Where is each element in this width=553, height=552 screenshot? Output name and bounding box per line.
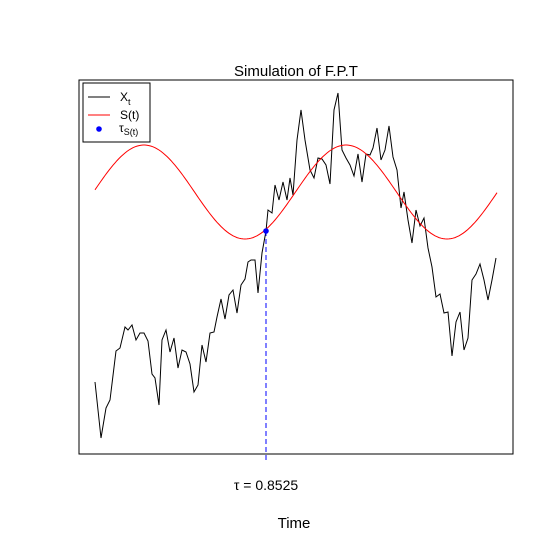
legend-label-st: S(t) [120, 108, 139, 122]
legend-box [82, 82, 151, 143]
tau-label: τ = 0.8525 [234, 477, 299, 493]
legend-label-tau-sub: S(t) [124, 127, 139, 137]
x-axis-label: Time [278, 515, 311, 532]
tau-point [263, 228, 269, 234]
legend-swatch-tau [96, 126, 102, 132]
legend-label-xt-sub: t [128, 97, 131, 107]
legend-label-tau: τS(t) [119, 121, 138, 137]
legend-label-tau-main: τ [119, 121, 124, 135]
legend: Xt S(t) τS(t) [82, 82, 151, 143]
legend-label-st-main: S(t) [120, 108, 139, 122]
legend-label-xt: Xt [120, 90, 131, 107]
legend-label-xt-main: X [120, 90, 128, 104]
chart-title: Simulation of F.P.T [234, 63, 358, 80]
plot-frame [78, 79, 514, 455]
series-line-st [94, 144, 498, 240]
